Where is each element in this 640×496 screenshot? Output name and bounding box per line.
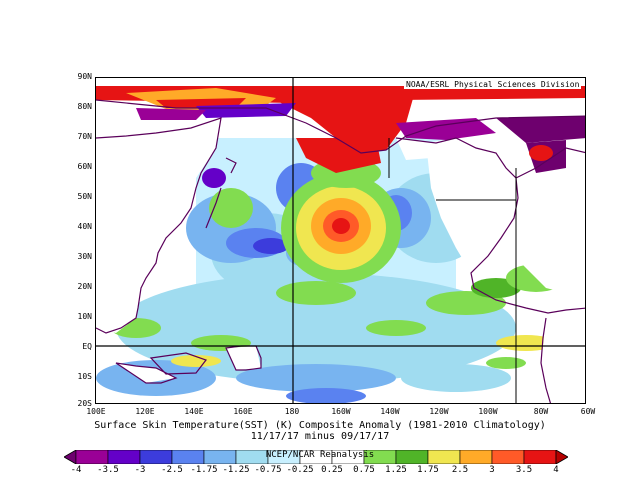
colorbar-tick-label: 0.75 [353, 465, 375, 475]
lat-label-50n: 50N [77, 192, 92, 201]
colorbar-tick-label: 4 [553, 465, 559, 475]
colorbar-tick-label: -1.75 [190, 465, 218, 475]
lon-label-120e: 120E [135, 407, 155, 416]
lat-label-10s: 10S [77, 372, 92, 381]
lat-label-eq: EQ [82, 342, 92, 351]
colorbar-tick-label: -1.25 [222, 465, 250, 475]
lon-label-100w: 100W [478, 407, 498, 416]
lon-label-180: 180 [284, 407, 300, 416]
lon-label-140e: 140E [184, 407, 204, 416]
colorbar-tick-label: 3.5 [515, 465, 533, 475]
colorbar-credit: NCEP/NCAR Reanalysis [265, 450, 375, 460]
coastlines [96, 99, 585, 403]
source-label: NOAA/ESRL Physical Sciences Division [404, 80, 582, 89]
lat-label-20s: 20S [77, 399, 92, 408]
lon-label-120w: 120W [429, 407, 449, 416]
lat-label-10n: 10N [77, 312, 92, 321]
colorbar [64, 450, 568, 464]
lat-label-60n: 60N [77, 162, 92, 171]
colorbar-tick-label: 1.25 [385, 465, 407, 475]
colorbar-tick-label: -2.5 [161, 465, 183, 475]
colorbar-tick-label: -3 [134, 465, 146, 475]
anomaly-map [96, 78, 585, 403]
colorbar-tick-label: 2.5 [451, 465, 469, 475]
lon-label-80w: 80W [533, 407, 549, 416]
lon-label-140w: 140W [380, 407, 400, 416]
map-frame[interactable] [95, 77, 586, 404]
lat-label-40n: 40N [77, 222, 92, 231]
anomaly-field [96, 78, 585, 403]
map-title: Surface Skin Temperature(SST) (K) Compos… [94, 420, 546, 431]
lon-label-160w: 160W [331, 407, 351, 416]
colorbar-tick-label: -3.5 [97, 465, 119, 475]
colorbar-tick-label: -0.25 [286, 465, 314, 475]
map-subtitle: 11/17/17 minus 09/17/17 [250, 431, 390, 442]
colorbar-tick-label: 1.75 [417, 465, 439, 475]
lat-label-20n: 20N [77, 282, 92, 291]
lat-label-90n: 90N [77, 72, 92, 81]
lon-label-60w: 60W [580, 407, 596, 416]
lat-label-70n: 70N [77, 132, 92, 141]
colorbar-high-arrow [555, 450, 568, 464]
colorbar-tick-label: -4 [70, 465, 82, 475]
colorbar-tick-label: 3 [489, 465, 495, 475]
colorbar-tick-label: -0.75 [254, 465, 282, 475]
lon-label-160e: 160E [233, 407, 253, 416]
colorbar-tick-label: 0.25 [321, 465, 343, 475]
lat-label-80n: 80N [77, 102, 92, 111]
lon-label-100e: 100E [86, 407, 106, 416]
lat-label-30n: 30N [77, 252, 92, 261]
